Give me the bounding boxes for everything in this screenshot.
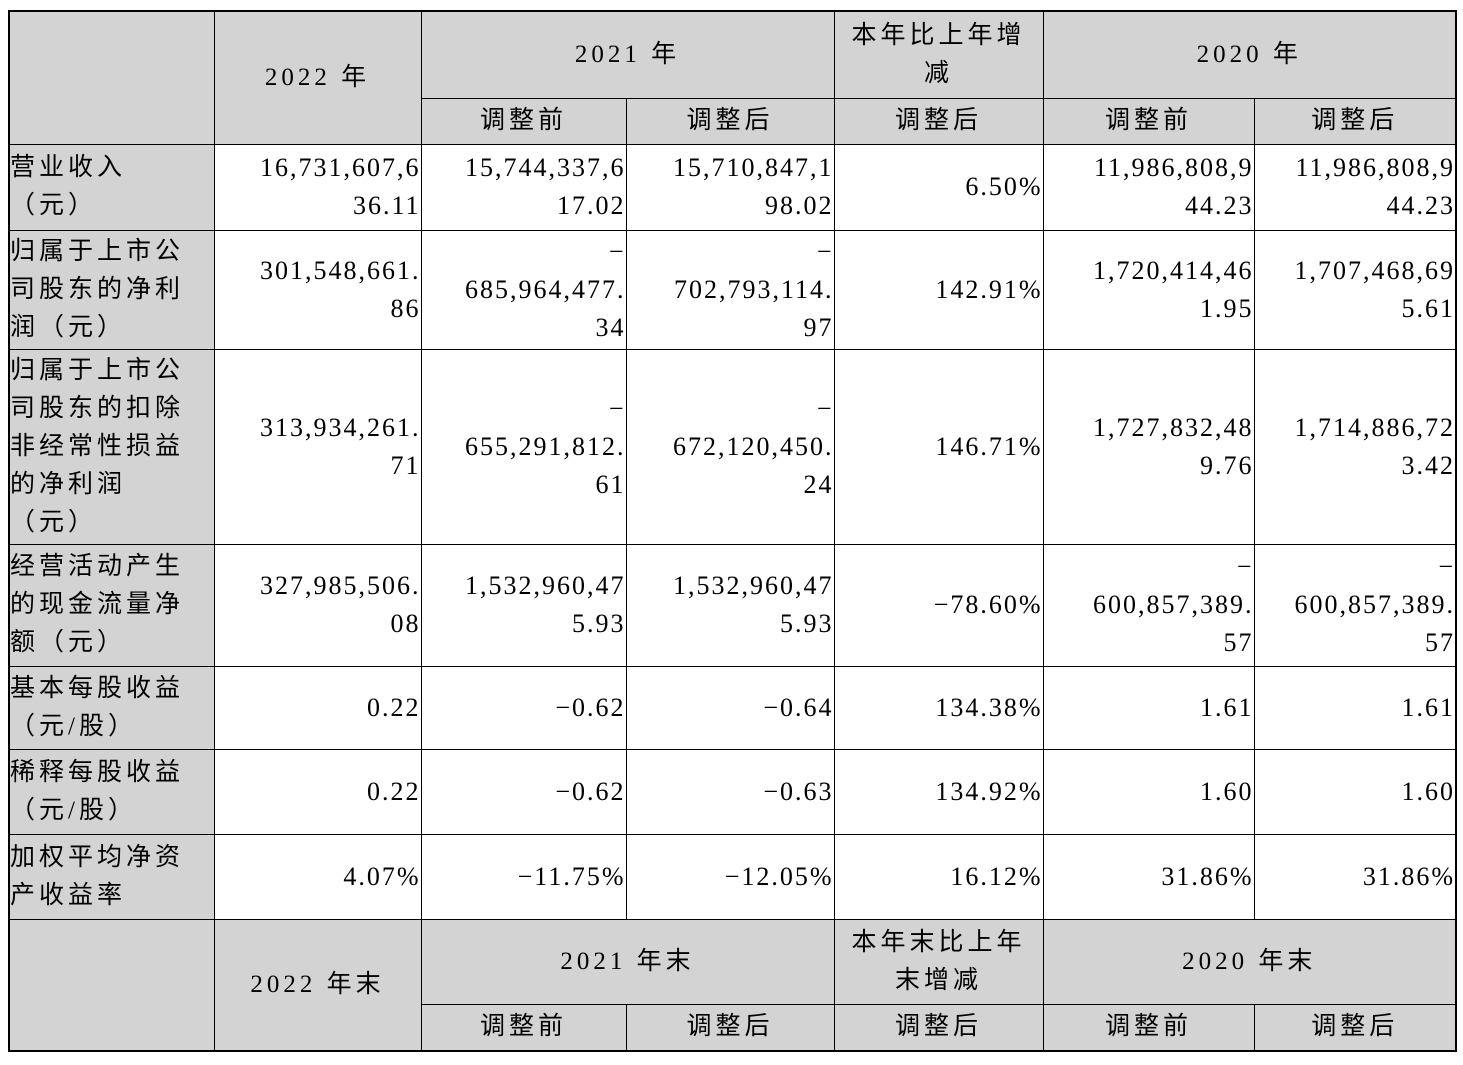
cell-value: 1,707,468,69 5.61: [1253, 229, 1457, 350]
cell-value: − 600,857,389. 57: [1253, 543, 1457, 667]
cell-value: − 702,793,114. 97: [625, 229, 835, 350]
cell-value: 1,720,414,46 1.95: [1042, 229, 1255, 350]
header-row-yearend-adjust: 调整前 调整后 调整后 调整前 调整后: [9, 1003, 1457, 1052]
header-yearend-2020: 2020 年末: [1042, 918, 1457, 1005]
cell-value: 31.86%: [1042, 833, 1255, 920]
cell-value: 1.60: [1253, 748, 1457, 835]
cell-value: 15,744,337,6 17.02: [420, 143, 627, 231]
header-yearend-2021-pre-adjust: 调整前: [420, 1003, 627, 1052]
cell-value: 1,532,960,47 5.93: [625, 543, 835, 667]
cell-value: 16,731,607,6 36.11: [213, 143, 422, 231]
cell-value: 31.86%: [1253, 833, 1457, 920]
header-corner-cell: [8, 10, 215, 145]
table-row-diluted-eps: 稀释每股收益 （元/股） 0.22 −0.62 −0.63 134.92% 1.…: [8, 748, 1457, 835]
table-row-net-profit-excl-nonrecurring: 归属于上市公 司股东的扣除 非经常性损益 的净利润 （元） 313,934,26…: [8, 348, 1457, 545]
cell-value: − 672,120,450. 24: [625, 348, 835, 545]
cell-value: −12.05%: [625, 833, 835, 920]
table-row-net-profit: 归属于上市公 司股东的净利 润（元） 301,548,661. 86 − 685…: [8, 229, 1457, 350]
cell-value: 301,548,661. 86: [213, 229, 422, 350]
cell-value: 4.07%: [213, 833, 422, 920]
header-change-post-adjust: 调整后: [833, 97, 1044, 145]
row-label: 加权平均净资 产收益率: [8, 833, 215, 920]
cell-value: 134.38%: [833, 665, 1044, 750]
header-yoy-change: 本年比上年增 减: [833, 10, 1044, 99]
cell-value: −0.62: [420, 748, 627, 835]
cell-value: −0.63: [625, 748, 835, 835]
cell-value: 313,934,261. 71: [213, 348, 422, 545]
header-yearend-change-post-adjust: 调整后: [833, 1003, 1044, 1052]
header-yearend-2020-post-adjust: 调整后: [1253, 1003, 1457, 1052]
cell-value: 11,986,808,9 44.23: [1042, 143, 1255, 231]
cell-value: 327,985,506. 08: [213, 543, 422, 667]
table-row-basic-eps: 基本每股收益 （元/股） 0.22 −0.62 −0.64 134.38% 1.…: [8, 665, 1457, 750]
cell-value: − 685,964,477. 34: [420, 229, 627, 350]
header-2021-post-adjust: 调整后: [625, 97, 835, 145]
header-yearend-change: 本年末比上年 末增减: [833, 918, 1044, 1005]
cell-value: 0.22: [213, 748, 422, 835]
cell-value: 1,714,886,72 3.42: [1253, 348, 1457, 545]
cell-value: 1.60: [1042, 748, 1255, 835]
cell-value: 11,986,808,9 44.23: [1253, 143, 1457, 231]
header-2020-pre-adjust: 调整前: [1042, 97, 1255, 145]
header-yearend-2021-post-adjust: 调整后: [625, 1003, 835, 1052]
cell-value: −0.64: [625, 665, 835, 750]
header-year-2021: 2021 年: [420, 10, 835, 99]
header-yearend-2020-pre-adjust: 调整前: [1042, 1003, 1255, 1052]
cell-value: 1,532,960,47 5.93: [420, 543, 627, 667]
cell-value: 1.61: [1253, 665, 1457, 750]
header-year-2020: 2020 年: [1042, 10, 1457, 99]
header-row-yearend: 2022 年末 2021 年末 本年末比上年 末增减 2020 年末: [8, 918, 1457, 1052]
cell-value: −0.62: [420, 665, 627, 750]
header-year-2022: 2022 年: [213, 10, 422, 145]
row-label: 经营活动产生 的现金流量净 额（元）: [8, 543, 215, 667]
cell-value: 6.50%: [833, 143, 1044, 231]
row-label: 归属于上市公 司股东的扣除 非经常性损益 的净利润 （元）: [8, 348, 215, 545]
cell-value: 1,727,832,48 9.76: [1042, 348, 1255, 545]
header-row-adjust: 调整前 调整后 调整后 调整前 调整后: [9, 97, 1457, 145]
cell-value: − 600,857,389. 57: [1042, 543, 1255, 667]
header-yearend-2021: 2021 年末: [420, 918, 835, 1005]
header-2020-post-adjust: 调整后: [1253, 97, 1457, 145]
table-row-revenue: 营业收入 （元） 16,731,607,6 36.11 15,744,337,6…: [8, 143, 1457, 231]
header-yearend-corner-cell: [8, 918, 215, 1052]
header-yearend-2022: 2022 年末: [213, 918, 422, 1052]
cell-value: −78.60%: [833, 543, 1044, 667]
financial-summary-table: 2022 年 2021 年 本年比上年增 减 2020 年 调整前 调整后 调整…: [8, 10, 1458, 1052]
row-label: 归属于上市公 司股东的净利 润（元）: [8, 229, 215, 350]
cell-value: 16.12%: [833, 833, 1044, 920]
row-label: 营业收入 （元）: [8, 143, 215, 231]
header-2021-pre-adjust: 调整前: [420, 97, 627, 145]
cell-value: 15,710,847,1 98.02: [625, 143, 835, 231]
header-row-years: 2022 年 2021 年 本年比上年增 减 2020 年: [8, 10, 1457, 145]
cell-value: 1.61: [1042, 665, 1255, 750]
table-row-weighted-roe: 加权平均净资 产收益率 4.07% −11.75% −12.05% 16.12%…: [8, 833, 1457, 920]
cell-value: − 655,291,812. 61: [420, 348, 627, 545]
cell-value: 146.71%: [833, 348, 1044, 545]
cell-value: 142.91%: [833, 229, 1044, 350]
cell-value: 0.22: [213, 665, 422, 750]
row-label: 基本每股收益 （元/股）: [8, 665, 215, 750]
table-row-operating-cash-flow: 经营活动产生 的现金流量净 额（元） 327,985,506. 08 1,532…: [8, 543, 1457, 667]
cell-value: −11.75%: [420, 833, 627, 920]
row-label: 稀释每股收益 （元/股）: [8, 748, 215, 835]
cell-value: 134.92%: [833, 748, 1044, 835]
